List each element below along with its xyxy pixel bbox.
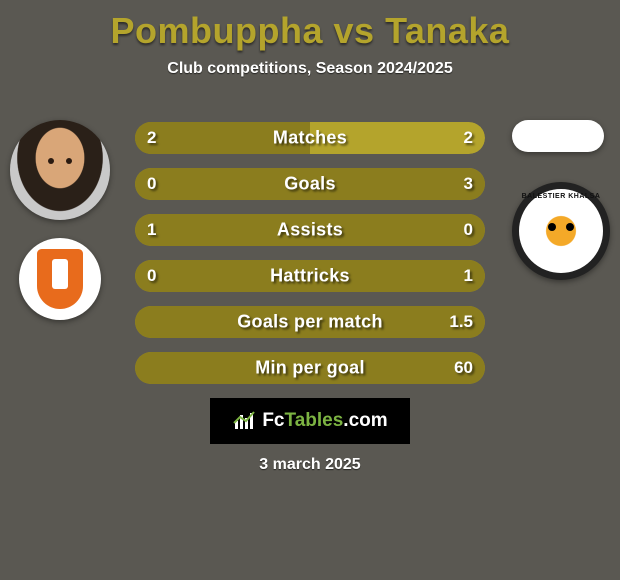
stat-bar: 10Assists (135, 214, 485, 246)
tiger-icon (531, 207, 591, 255)
stat-bar: 01Hattricks (135, 260, 485, 292)
brand-badge: FcTables.com (210, 398, 410, 444)
bar-label: Matches (135, 128, 485, 149)
left-column (10, 120, 110, 320)
subtitle: Club competitions, Season 2024/2025 (0, 60, 620, 78)
left-club-logo (19, 238, 101, 320)
right-player-avatar (512, 120, 604, 152)
bar-label: Hattricks (135, 266, 485, 287)
bar-label: Goals (135, 174, 485, 195)
bar-label: Assists (135, 220, 485, 241)
brand-mid: Tables (285, 410, 344, 431)
date-label: 3 march 2025 (0, 456, 620, 474)
stat-bar: 60Min per goal (135, 352, 485, 384)
bar-label: Min per goal (135, 358, 485, 379)
stat-bar: 03Goals (135, 168, 485, 200)
left-player-avatar (10, 120, 110, 220)
stat-bars: 22Matches 03Goals 10Assists 01Hattricks 1.5G… (135, 122, 485, 398)
club-ring-text: BALESTIER KHALSA (519, 193, 603, 200)
brand-post: .com (343, 410, 387, 431)
brand-pre: Fc (262, 410, 284, 431)
stat-bar: 22Matches (135, 122, 485, 154)
comparison-card: Pombuppha vs Tanaka Club competitions, S… (0, 0, 620, 580)
page-title: Pombuppha vs Tanaka (0, 0, 620, 52)
stat-bar: 1.5Goals per match (135, 306, 485, 338)
chart-icon (232, 409, 256, 433)
right-club-logo: BALESTIER KHALSA (512, 182, 610, 280)
shield-icon (37, 249, 83, 309)
right-column: BALESTIER KHALSA (512, 120, 610, 280)
bar-label: Goals per match (135, 312, 485, 333)
